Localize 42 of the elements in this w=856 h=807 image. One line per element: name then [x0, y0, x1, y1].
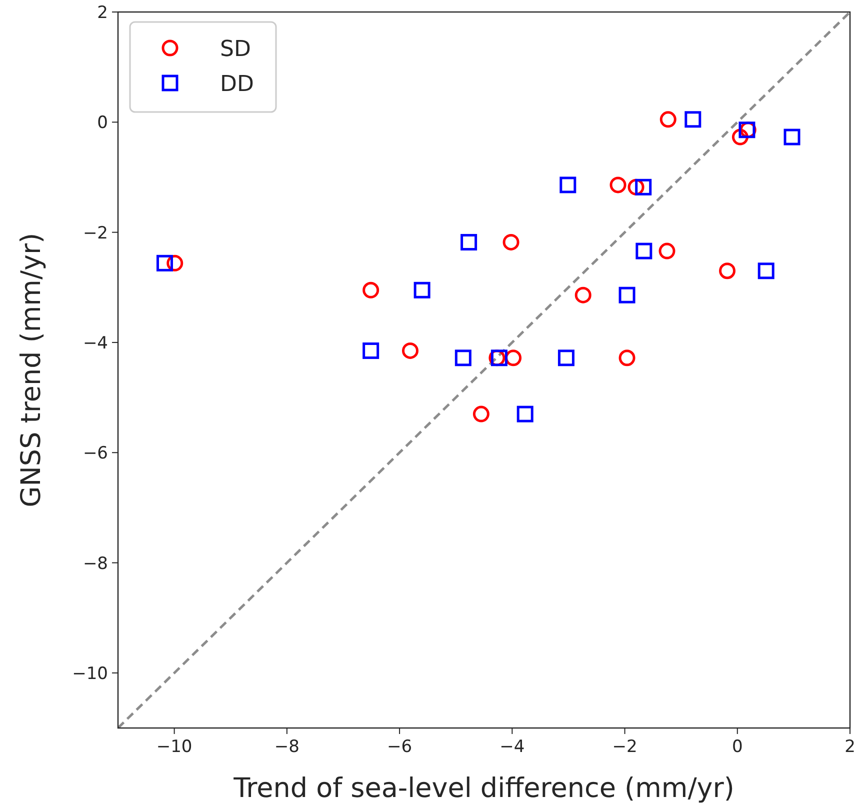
point	[414, 282, 430, 298]
x-tick-label: 2	[844, 737, 856, 757]
y-tick-label: −2	[82, 223, 108, 244]
x-tick-label: 0	[732, 737, 743, 757]
point	[610, 176, 626, 194]
y-tick-label: −8	[82, 554, 108, 574]
y-tick-label: 2	[97, 3, 108, 23]
point	[516, 406, 534, 422]
point	[362, 342, 380, 359]
y-tick-label: −6	[82, 444, 108, 464]
point	[460, 234, 478, 250]
y-axis-title: GNSS trend (mm/yr)	[16, 232, 47, 508]
point	[558, 350, 574, 366]
point	[660, 111, 676, 128]
x-tick-label: −4	[500, 737, 525, 757]
y-tick-label: −4	[82, 333, 108, 354]
y-tick-label: 0	[97, 113, 108, 134]
x-tick-label: −8	[274, 737, 300, 757]
point	[574, 286, 592, 304]
point	[362, 282, 380, 298]
y-tick-label: −10	[72, 664, 108, 684]
legend-label: DD	[220, 72, 254, 97]
point	[618, 286, 636, 304]
point	[658, 242, 676, 260]
point	[618, 350, 636, 366]
point	[454, 350, 472, 366]
point	[402, 342, 418, 359]
point	[502, 234, 520, 250]
point	[156, 254, 173, 272]
x-tick-label: −10	[156, 737, 192, 757]
point	[758, 262, 774, 280]
point	[472, 406, 490, 422]
point	[636, 242, 652, 260]
point	[719, 262, 736, 280]
x-tick-label: −2	[612, 737, 638, 757]
point	[560, 176, 576, 194]
legend-label: SD	[220, 37, 251, 62]
x-tick-label: −6	[387, 737, 412, 757]
point	[784, 128, 800, 146]
x-axis-title: Trend of sea-level difference (mm/yr)	[232, 773, 734, 804]
point	[635, 178, 652, 196]
point	[684, 111, 702, 128]
